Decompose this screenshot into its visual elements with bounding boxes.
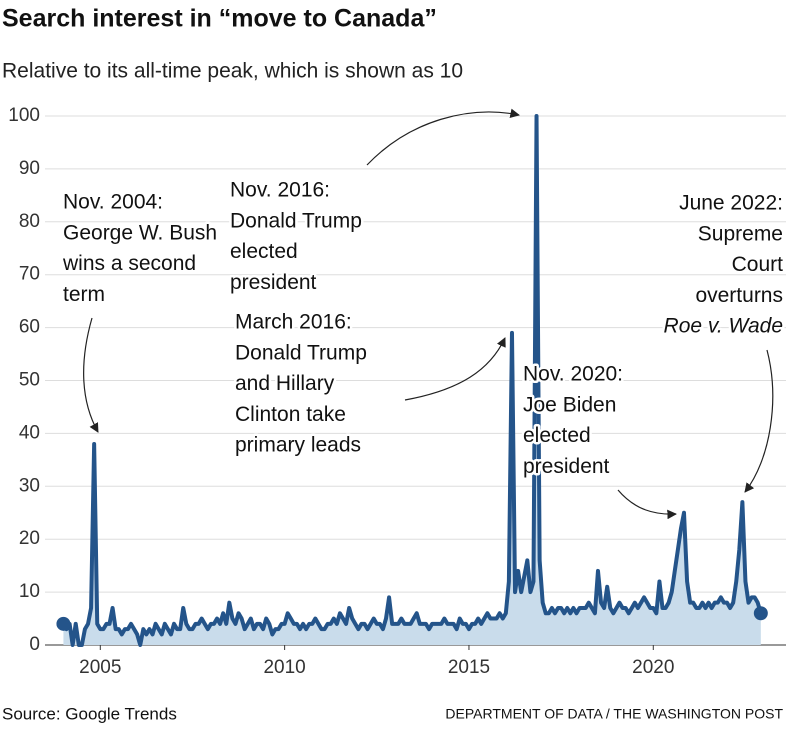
annotation: Donald Trump (230, 209, 362, 232)
end-dot (56, 616, 71, 631)
y-tick-label: 20 (19, 528, 40, 549)
arrow (366, 108, 520, 166)
y-tick-label: 70 (19, 264, 40, 285)
arrow (617, 489, 677, 520)
arrow (83, 317, 99, 433)
end-dot (753, 606, 768, 621)
annotation: Clinton take (235, 403, 346, 426)
annotation: elected (523, 424, 591, 447)
line (61, 114, 763, 647)
y-tick-label: 10 (19, 581, 40, 602)
annotation: Supreme (698, 222, 783, 245)
y-tick-label: 50 (19, 370, 40, 391)
annotation: primary leads (235, 434, 361, 457)
annotation: Court (732, 253, 784, 276)
y-tick-label: 0 (29, 634, 40, 655)
y-tick-label: 80 (19, 211, 40, 232)
annotation: and Hillary (235, 372, 335, 395)
annotation: Roe v. Wade (664, 315, 783, 338)
annotation: president (230, 271, 317, 294)
annotations: Nov. 2004: George W. Bush wins a second ter… (60, 176, 786, 480)
y-tick-label: 30 (19, 475, 40, 496)
annotation: George W. Bush (63, 221, 217, 244)
annotation: president (523, 455, 610, 478)
chart-subtitle: Relative to its all-time peak, which is … (2, 60, 463, 83)
y-tick-label: 90 (19, 158, 40, 179)
annotation: elected (230, 240, 298, 263)
y-tick-label: 60 (19, 317, 40, 338)
y-tick-label: 100 (8, 105, 40, 126)
annotation: June 2022: (679, 192, 783, 215)
annotation: March 2016: (235, 311, 352, 334)
annotation: Nov. 2020: (523, 363, 623, 386)
annotation: Donald Trump (235, 341, 367, 364)
annotation: overturns (695, 284, 783, 307)
x-tick-label: 2005 (79, 657, 121, 678)
y-tick-label: 40 (19, 422, 40, 443)
annotation: wins a second (62, 252, 196, 275)
source: Source: Google Trends (2, 704, 177, 723)
credit: DEPARTMENT OF DATA / THE WASHINGTON POST (445, 706, 783, 722)
chart-title: Search interest in “move to Canada” (2, 5, 437, 33)
x-tick-label: 2015 (448, 657, 490, 678)
grid: 0 10 20 30 40 50 60 70 80 90 100 2005 2010 2015 2020 (8, 105, 786, 678)
plot (56, 114, 768, 647)
annotation: Nov. 2004: (63, 191, 163, 214)
arrow (744, 349, 774, 493)
annotation: term (63, 283, 105, 306)
annotation: Joe Biden (523, 393, 616, 416)
x-tick-label: 2010 (263, 657, 305, 678)
arrow (404, 337, 506, 401)
annotation: Nov. 2016: (230, 179, 330, 202)
x-tick-label: 2020 (632, 657, 674, 678)
